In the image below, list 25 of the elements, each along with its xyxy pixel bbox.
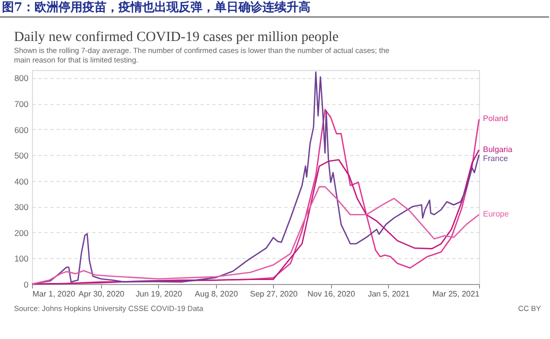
x-tick-label: Jan 5, 2021 bbox=[368, 290, 410, 298]
series-label: Europe bbox=[483, 210, 510, 219]
chart-subtitle: Daily new confirmed COVID-19 cases per million people bbox=[14, 30, 339, 45]
y-tick-label: 800 bbox=[14, 73, 29, 84]
x-tick-label: Apr 30, 2020 bbox=[78, 290, 125, 298]
x-tick-label: Sep 27, 2020 bbox=[250, 290, 298, 298]
x-tick-label: Mar 25, 2021 bbox=[432, 290, 480, 298]
series-label: Bulgaria bbox=[483, 144, 513, 154]
line-series bbox=[31, 71, 480, 285]
x-tick-label: Jun 19, 2020 bbox=[136, 290, 183, 298]
y-tick-label: 600 bbox=[14, 124, 29, 135]
chart-title: 图7：欧洲停用疫苗，疫情也出现反弹，单日确诊连续升高 bbox=[2, 0, 310, 14]
y-tick-label: 100 bbox=[14, 254, 29, 264]
y-tick-label: 400 bbox=[14, 176, 29, 186]
y-tick-label: 500 bbox=[14, 150, 29, 161]
x-tick-label: Aug 8, 2020 bbox=[194, 290, 238, 298]
y-tick-label: 700 bbox=[14, 99, 29, 110]
series-label: Poland bbox=[483, 114, 508, 124]
y-tick-label: 0 bbox=[24, 280, 29, 290]
series-label: France bbox=[483, 154, 508, 163]
line-series bbox=[31, 186, 480, 285]
x-tick-label: Mar 1, 2020 bbox=[32, 290, 76, 298]
x-tick-label: Nov 16, 2020 bbox=[307, 290, 356, 298]
y-tick-label: 200 bbox=[14, 228, 29, 238]
y-tick-label: 300 bbox=[14, 202, 29, 212]
